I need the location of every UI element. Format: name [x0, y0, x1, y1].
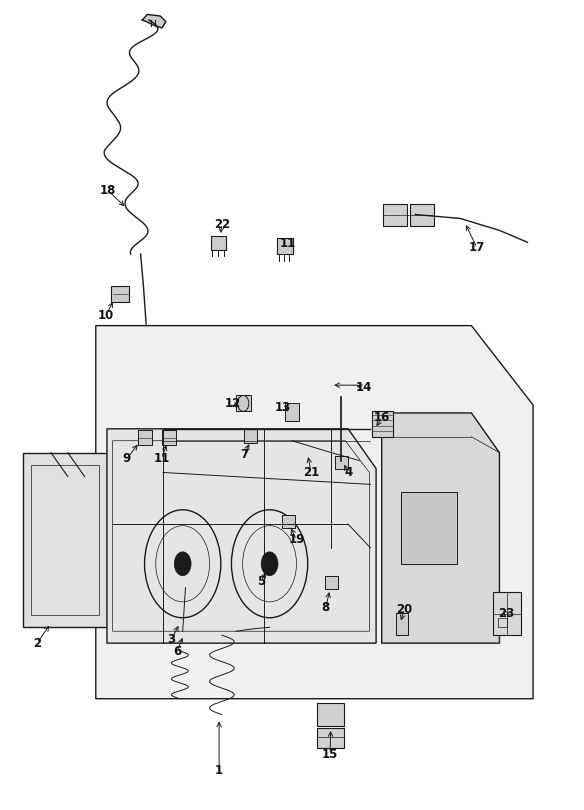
Text: 5: 5: [257, 575, 265, 588]
Bar: [138, 430, 152, 445]
Polygon shape: [107, 428, 376, 643]
Bar: [285, 403, 299, 421]
Bar: [325, 577, 338, 589]
Text: 11: 11: [279, 237, 296, 249]
Bar: [498, 618, 507, 627]
Text: 19: 19: [288, 534, 305, 547]
Text: 2: 2: [33, 637, 41, 650]
Bar: [162, 430, 176, 445]
Bar: [410, 204, 434, 226]
Circle shape: [174, 552, 191, 576]
Polygon shape: [96, 326, 533, 699]
Text: 14: 14: [356, 381, 372, 394]
Text: 11: 11: [153, 453, 169, 466]
Text: 10: 10: [98, 309, 114, 322]
Bar: [112, 286, 130, 302]
Text: 7: 7: [240, 448, 248, 461]
Text: 13: 13: [275, 401, 291, 414]
Text: 22: 22: [214, 218, 230, 231]
Bar: [244, 428, 257, 443]
Text: 16: 16: [374, 411, 390, 424]
Text: 17: 17: [469, 241, 485, 254]
Text: 20: 20: [396, 603, 412, 616]
Bar: [277, 238, 293, 254]
Bar: [335, 456, 348, 468]
Bar: [401, 492, 457, 564]
Polygon shape: [142, 15, 166, 28]
Bar: [283, 515, 295, 528]
Text: 6: 6: [173, 645, 181, 658]
Text: 23: 23: [498, 608, 515, 620]
Text: 4: 4: [344, 466, 352, 479]
Text: 21: 21: [303, 466, 319, 479]
Bar: [383, 204, 408, 226]
Text: 9: 9: [123, 453, 131, 466]
Circle shape: [261, 552, 278, 576]
Bar: [236, 395, 251, 411]
Text: 15: 15: [322, 748, 338, 761]
Bar: [493, 591, 521, 635]
Polygon shape: [382, 413, 499, 643]
Text: 12: 12: [225, 397, 241, 410]
Bar: [211, 236, 227, 250]
Bar: [317, 702, 344, 727]
Bar: [371, 411, 393, 437]
Text: 8: 8: [322, 601, 330, 614]
Polygon shape: [23, 453, 107, 627]
Text: 1: 1: [215, 764, 223, 777]
Text: 18: 18: [100, 184, 116, 197]
Text: 3: 3: [168, 633, 176, 646]
Bar: [317, 728, 344, 748]
Bar: [396, 613, 408, 635]
